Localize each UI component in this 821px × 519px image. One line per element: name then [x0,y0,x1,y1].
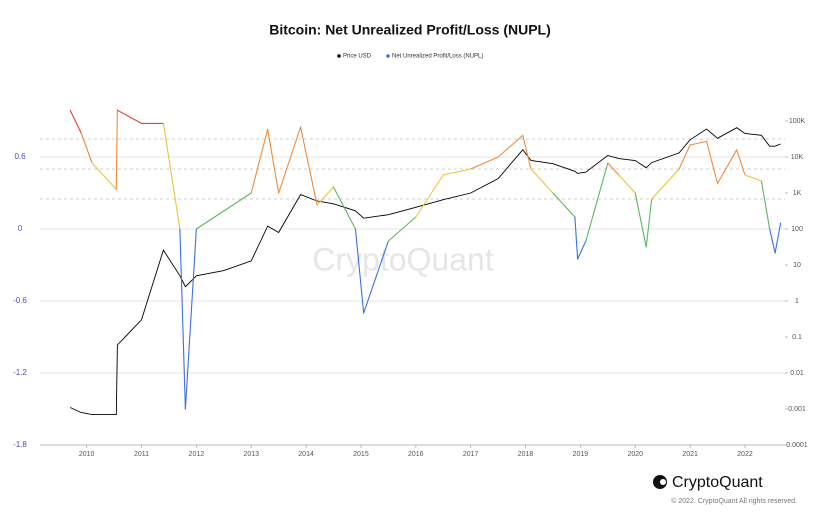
nupl-segment [689,140,708,146]
nupl-segment [316,186,335,206]
nupl-segment [179,228,186,410]
x-tick-label: 2021 [682,451,698,458]
nupl-segment [442,168,472,176]
nupl-segment [760,180,771,230]
nupl-segment [497,134,524,158]
x-tick-label: 2014 [298,451,314,458]
x-tick-label: 2013 [243,451,259,458]
nupl-segment [706,140,719,184]
y2-tick-label: 1 [795,298,799,305]
x-tick-label: 2015 [353,451,369,458]
y-tick-label: 0.6 [14,152,26,161]
logo-icon-inner [660,479,666,485]
nupl-segment [651,168,680,200]
y2-tick-label: 0.1 [792,334,802,341]
brand-logo [653,475,667,489]
nupl-segment [774,222,782,254]
nupl-segment [91,162,117,190]
nupl-segment [69,109,82,134]
nupl-segment [678,144,691,170]
x-tick-label: 2017 [463,451,479,458]
nupl-segment [552,192,576,218]
y-tick-label: -0.6 [13,296,27,305]
nupl-segment [332,186,356,230]
x-tick-label: 2012 [189,451,205,458]
y2-tick-label: 0.001 [788,406,806,413]
nupl-segment [195,210,225,230]
nupl-segment [162,122,181,230]
nupl-segment [387,216,417,242]
legend-label: Net Unrealized Profit/Loss (NUPL) [392,54,483,60]
legend-label: Price USD [343,54,372,60]
x-tick-label: 2020 [627,451,643,458]
legend-dot [337,54,341,58]
nupl-segment [115,109,118,190]
nupl-segment [470,156,499,170]
x-tick-label: 2018 [518,451,534,458]
nupl-segment [585,162,609,242]
x-tick-label: 2010 [79,451,95,458]
nupl-segment [522,134,532,170]
nupl-segment [744,174,762,182]
brand-name: CryptoQuant [672,474,763,491]
x-tick-label: 2016 [408,451,424,458]
nupl-segment [769,228,776,254]
watermark: CryptoQuant [312,241,494,277]
nupl-segment [634,192,647,248]
nupl-segment [716,149,738,184]
nupl-segment [300,126,318,206]
y2-tick-label: 10 [793,262,801,269]
nupl-segment [278,126,302,194]
nupl-segment [530,168,554,194]
legend-dot [386,54,390,58]
y2-tick-label: 1K [793,190,802,197]
copyright: © 2022. CryptoQuant All rights reserved. [671,497,797,505]
y-tick-label: -1.8 [13,440,27,449]
nupl-segment [415,174,444,218]
nupl-segment [267,128,280,194]
nupl-segment [250,128,269,194]
x-tick-label: 2022 [737,451,753,458]
nupl-segment [577,240,587,260]
nupl-segment [618,174,636,194]
y-tick-label: -1.2 [13,368,27,377]
y2-tick-label: 0.01 [790,370,804,377]
y2-tick-label: 10K [791,154,804,161]
y2-tick-label: 0.0001 [786,442,808,449]
x-tick-label: 2019 [573,451,589,458]
nupl-segment [363,240,389,314]
nupl-segment [354,228,365,314]
y2-tick-label: 100K [789,118,806,125]
nupl-segment [184,228,197,410]
nupl-segment [574,216,579,260]
nupl-segment [223,192,252,212]
x-tick-label: 2011 [134,451,149,458]
nupl-segment [607,162,620,176]
nupl-segment [80,132,93,164]
chart-title: Bitcoin: Net Unrealized Profit/Loss (NUP… [269,22,551,38]
nupl-segment [645,198,653,248]
nupl-segment [116,109,143,124]
y2-tick-label: 100 [791,226,803,233]
nupl-segment [736,149,746,176]
y-tick-label: 0 [18,224,23,233]
